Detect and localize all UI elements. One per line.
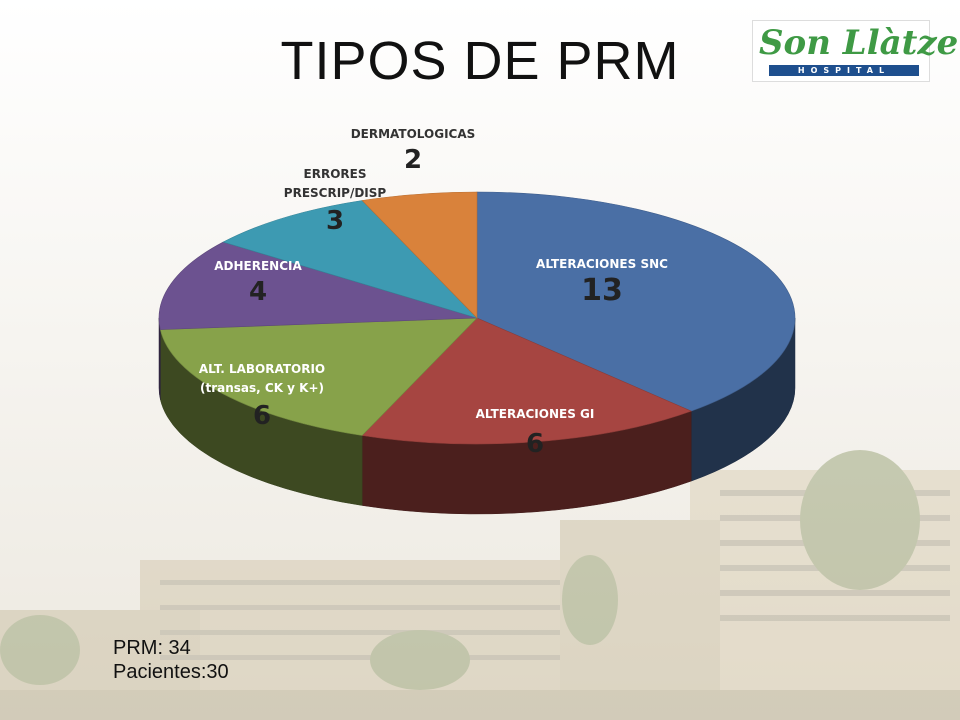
slice-label-4: ERRORES PRESCRIP/DISP	[284, 167, 387, 200]
slice-label-5: DERMATOLOGICAS	[351, 127, 476, 141]
pie-slice-3	[158, 241, 478, 330]
pie-slice-2	[159, 317, 478, 436]
slice-value-3: 4	[249, 277, 267, 307]
pie-side-3	[158, 317, 161, 400]
patients-total: Pacientes:30	[113, 661, 229, 683]
pie-slice-1	[361, 317, 693, 445]
logo-name: Son Llàtzer	[759, 23, 960, 63]
slide-title: TIPOS DE PRM	[280, 31, 680, 91]
prm-total: PRM: 34	[113, 637, 191, 659]
pie-slice-0	[476, 191, 796, 412]
slice-label-0: ALTERACIONES SNC	[536, 257, 668, 271]
pie-labels: ALTERACIONES SNC 13 ALTERACIONES GI 6 ALT. L…	[199, 127, 668, 459]
slice-value-0: 13	[581, 273, 623, 308]
slice-value-1: 6	[526, 429, 544, 459]
pie-slice-4	[222, 200, 479, 319]
pie-sides	[158, 317, 796, 515]
logo-subtitle: HOSPITAL	[769, 65, 919, 76]
pie-slice-5	[361, 191, 478, 319]
slice-label-2: ALT. LABORATORIO (transas, CK y K+)	[199, 362, 325, 395]
hospital-logo: Son Llàtzer HOSPITAL	[752, 20, 960, 82]
slice-label-3: ADHERENCIA	[214, 259, 302, 273]
slice-value-5: 2	[404, 145, 422, 175]
slice-value-4: 3	[326, 206, 344, 236]
slice-label-1: ALTERACIONES GI	[476, 407, 595, 421]
pie-slices	[158, 191, 796, 445]
summary-notes: PRM: 34 Pacientes:30	[113, 636, 229, 684]
slice-value-2: 6	[253, 401, 271, 431]
